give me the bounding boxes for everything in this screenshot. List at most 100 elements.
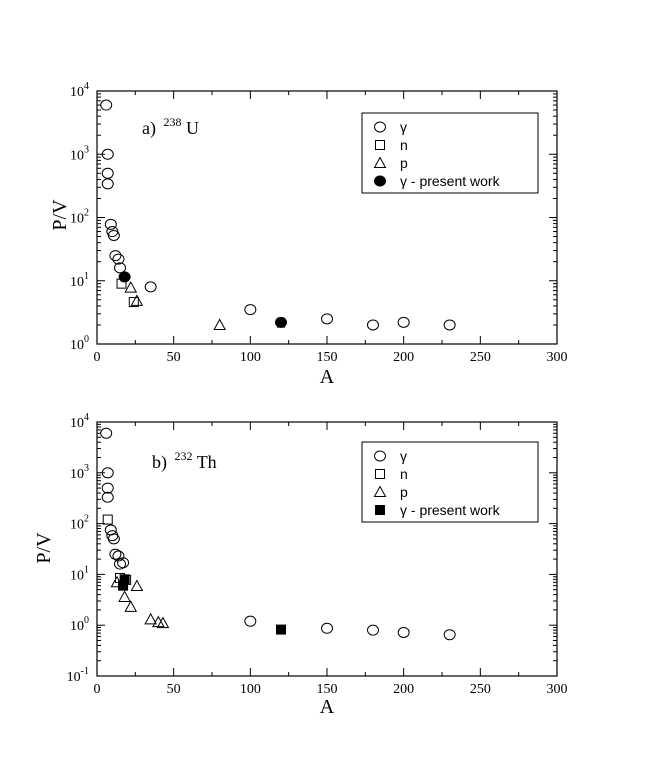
data-point-filled-square [276,624,286,635]
data-point-open-circle [109,250,122,262]
data-point-open-circle [397,626,410,638]
nucleus-symbol: Th [197,452,217,472]
data-point-open-circle [244,304,257,316]
data-point-open-circle [321,313,333,325]
legend-label: p [400,484,408,500]
data-point-open-circle [112,253,125,265]
data-point-open-circle [107,533,120,545]
y-tick-label: 101 [70,564,89,583]
data-point-open-circle [109,548,122,560]
data-point-open-circle [443,319,456,331]
legend-label: γ - present work [400,502,501,518]
x-tick-label: 250 [470,682,491,697]
data-marks [100,427,456,641]
legend-label: n [400,137,408,153]
data-point-open-circle [367,319,379,331]
legend-marker-open-square [375,140,385,150]
data-point-open-circle [112,550,125,562]
data-point-open-triangle [124,600,138,612]
data-point-open-circle [101,148,114,160]
data-point-open-circle [104,218,117,230]
y-tick-base: 10 [70,467,84,482]
y-tick-base: 10 [70,148,84,163]
y-tick-exponent: 3 [84,463,89,474]
panel-title: a) 238 U [142,110,199,139]
y-tick-base: 10 [70,275,84,290]
x-axis-label: A [320,366,335,388]
data-point-open-triangle [130,294,144,306]
nucleus-symbol: U [186,118,199,138]
data-point-filled-square [118,580,129,591]
y-axis-label: P/V [33,532,55,564]
nucleus-mass: 238 [163,115,181,129]
data-point-open-square [102,514,113,525]
y-tick-label: 104 [70,412,89,431]
y-tick-exponent: 0 [84,334,89,345]
x-tick-label: 100 [240,682,261,697]
legend-marker-open-circle [374,450,386,462]
data-point-filled-circle [275,316,287,328]
data-point-open-circle [321,622,333,634]
panel-title: b) 232 Th [152,444,217,473]
legend-marker-filled-circle [374,175,386,187]
data-point-open-circle [100,99,113,111]
x-tick-label: 0 [94,350,101,365]
x-tick-label: 150 [317,682,338,697]
legend-label: n [400,466,408,482]
y-tick-label: 101 [70,271,89,290]
y-tick-base: 10 [70,568,84,583]
x-tick-label: 250 [470,350,491,365]
y-tick-base: 10 [70,338,84,353]
x-tick-label: 50 [167,682,181,697]
legend: γnp γ - present work [361,441,539,523]
legend-box [361,112,539,194]
y-tick-label: 100 [70,334,89,353]
y-tick-label: 10-1 [67,666,89,685]
y-tick-base: 10 [70,518,84,533]
data-point-open-triangle [213,318,227,330]
legend-marker-open-triangle [373,485,387,497]
data-point-open-circle [101,491,114,503]
panel-letter: a) [142,118,156,139]
x-tick-label: 100 [240,350,261,365]
y-tick-label: 102 [70,208,89,227]
x-tick-label: 50 [167,350,181,365]
data-point-filled-circle [118,271,131,283]
y-axis-label: P/V [49,199,71,231]
plot-frame [96,90,558,345]
legend-label: γ - present work [400,173,501,189]
data-point-open-circle [101,482,114,494]
legend-box [361,441,539,523]
legend-marker-filled-square [375,505,385,515]
x-tick-label: 300 [547,682,568,697]
data-point-open-circle [101,178,114,190]
data-point-open-triangle [130,579,144,592]
x-tick-label: 300 [547,350,568,365]
nucleus-mass: 232 [175,449,193,463]
x-axis-label: A [320,696,335,718]
data-point-open-square [128,297,139,308]
y-tick-base: 10 [70,416,84,431]
data-point-open-triangle [124,281,138,293]
legend-marker-open-circle [374,121,386,133]
legend-marker-open-triangle [373,156,387,168]
x-tick-label: 200 [393,682,414,697]
data-point-open-circle [244,615,257,627]
data-marks [100,99,456,331]
legend: γnp γ - present work [361,112,539,194]
legend-label: p [400,155,408,171]
data-point-open-triangle [144,612,158,625]
data-point-open-circle [367,624,379,636]
y-tick-label: 104 [70,81,89,100]
legend-marker-open-square [375,469,385,479]
y-tick-exponent: 2 [84,514,89,525]
y-tick-exponent: 4 [84,81,89,92]
data-point-open-circle [144,281,157,293]
y-tick-base: 10 [70,212,84,227]
plot-frame [96,421,558,677]
y-tick-exponent: 0 [84,615,89,626]
x-tick-label: 150 [317,350,338,365]
